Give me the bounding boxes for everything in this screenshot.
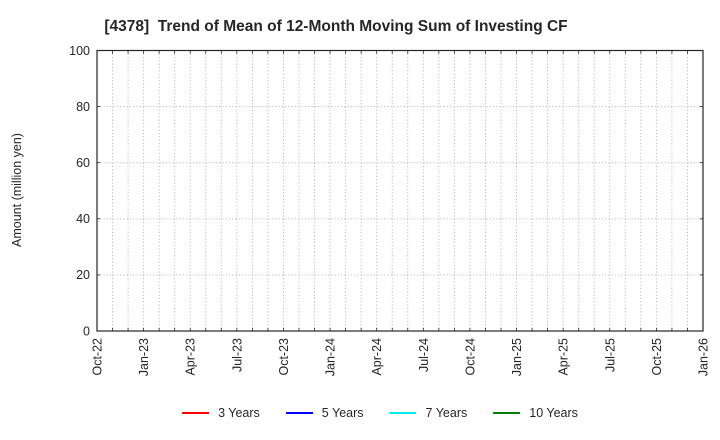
legend-label: 7 Years (425, 406, 468, 420)
y-tick-label: 20 (76, 268, 90, 282)
legend-item-5-years: 5 Years (285, 406, 364, 420)
legend: 3 Years 5 Years 7 Years 10 Years (182, 406, 578, 420)
y-tick-label: 100 (69, 44, 90, 58)
y-tick-label: 0 (83, 324, 90, 338)
x-tick-label: Oct-23 (277, 338, 291, 376)
x-tick-label: Apr-23 (184, 338, 198, 376)
axes-border (96, 49, 704, 332)
x-tick-label: Jul-23 (230, 338, 244, 372)
legend-line-swatch (389, 411, 417, 415)
legend-item-7-years: 7 Years (389, 406, 468, 420)
x-tick-label: Oct-25 (650, 338, 664, 376)
legend-label: 10 Years (529, 406, 578, 420)
x-tick-label: Jul-24 (417, 338, 431, 372)
x-tick-label: Apr-25 (557, 338, 571, 376)
legend-item-3-years: 3 Years (182, 406, 260, 420)
x-tick-label: Jul-25 (603, 338, 617, 372)
y-tick-label: 80 (76, 100, 90, 114)
legend-line-swatch (493, 411, 521, 415)
legend-label: 3 Years (218, 406, 260, 420)
x-tick-label: Oct-22 (91, 338, 105, 376)
legend-line-swatch (182, 411, 210, 415)
chart-title: [4378] Trend of Mean of 12-Month Moving … (104, 18, 568, 35)
x-tick-label: Jan-26 (697, 338, 711, 376)
legend-line-swatch (285, 411, 313, 415)
x-tick-label: Jan-24 (324, 338, 338, 376)
x-tick-label: Jan-23 (137, 338, 151, 376)
legend-item-10-years: 10 Years (493, 406, 578, 420)
x-tick-label: Apr-24 (370, 338, 384, 376)
legend-label: 5 Years (321, 406, 364, 420)
x-tick-label: Jan-25 (510, 338, 524, 376)
y-tick-label: 60 (76, 156, 90, 170)
x-tick-label: Oct-24 (463, 338, 477, 376)
y-tick-label: 40 (76, 212, 90, 226)
